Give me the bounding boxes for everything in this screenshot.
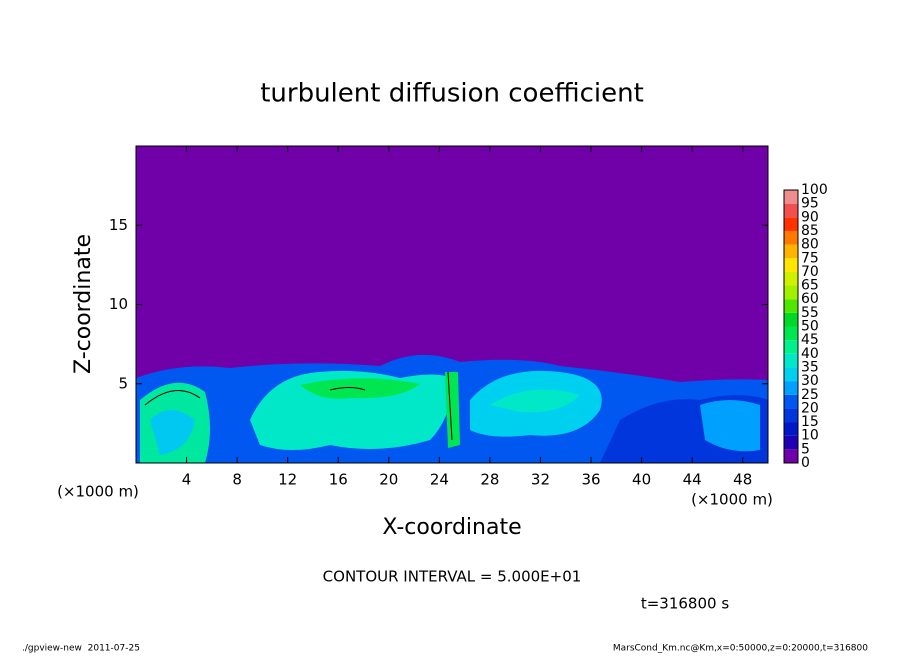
colorbar-segment: [784, 353, 798, 368]
x-tick-label: 16: [329, 471, 348, 489]
x-tick-label: 24: [430, 471, 449, 489]
colorbar-label: 50: [801, 319, 819, 335]
colorbar-label: 60: [801, 291, 819, 307]
footer-left: ./gpview-new 2011-07-25: [22, 644, 140, 654]
colorbar-segment: [784, 203, 798, 218]
colorbar-segment: [784, 340, 798, 354]
y-tick-label: 10: [109, 295, 128, 313]
colorbar-segment: [784, 394, 798, 409]
colorbar-segment: [784, 217, 798, 231]
colorbar-segment: [784, 285, 798, 300]
x-tick-label: 8: [232, 471, 242, 489]
colorbar-label: 55: [801, 305, 819, 321]
colorbar-label: 70: [801, 264, 819, 280]
colorbar-label: 40: [801, 346, 819, 362]
colorbar-label: 35: [801, 359, 819, 375]
chart-title: turbulent diffusion coefficient: [260, 79, 644, 109]
field: [136, 146, 768, 463]
colorbar-label: 95: [801, 196, 819, 212]
field-region: [150, 410, 195, 455]
x-tick-label: 44: [683, 471, 702, 489]
x-tick-label: 36: [581, 471, 600, 489]
contour-interval-note: CONTOUR INTERVAL = 5.000E+01: [323, 568, 582, 586]
colorbar-label: 80: [801, 237, 819, 253]
time-note: t=316800 s: [641, 595, 729, 613]
colorbar-segment: [784, 449, 798, 463]
colorbar-label: 15: [801, 414, 819, 430]
colorbar-label: 20: [801, 400, 819, 416]
colorbar-label: 30: [801, 373, 819, 389]
x-tick-label: 48: [733, 471, 752, 489]
colorbar-segment: [784, 244, 798, 259]
x-tick-label: 32: [531, 471, 550, 489]
colorbar-segment: [784, 326, 798, 341]
contour-line: [144, 389, 201, 406]
colorbar-segment: [784, 422, 798, 436]
y-tick-label: 15: [109, 216, 128, 234]
colorbar-label: 10: [801, 428, 819, 444]
colorbar-label: 90: [801, 209, 819, 225]
footer-right: MarsCond_Km.nc@Km,x=0:50000,z=0:20000,t=…: [613, 644, 868, 654]
colorbar-segment: [784, 435, 798, 450]
colorbar-label: 65: [801, 278, 819, 294]
colorbar-label: 0: [801, 455, 810, 471]
colorbar-label: 85: [801, 223, 819, 239]
field-region: [700, 400, 760, 452]
colorbar-frame: [783, 189, 799, 464]
colorbar-label: 75: [801, 250, 819, 266]
x-tick-label: 4: [182, 471, 192, 489]
colorbar-segment: [784, 408, 798, 423]
y-tick-label: 5: [118, 374, 128, 392]
colorbar-label: 100: [801, 182, 828, 198]
colorbar-segment: [784, 230, 798, 245]
colorbar-segment: [784, 190, 798, 204]
x-unit-label: (×1000 m): [57, 483, 139, 501]
field-region: [490, 389, 580, 413]
x-axis-label: X-coordinate: [382, 515, 521, 540]
colorbar-segment: [784, 381, 798, 395]
colorbar-segment: [784, 271, 798, 286]
x-tick-label: 40: [632, 471, 651, 489]
x-unit-label: (×1000 m): [691, 491, 773, 509]
colorbar-segment: [784, 367, 798, 382]
colorbar-label: 25: [801, 387, 819, 403]
x-tick-label: 12: [278, 471, 297, 489]
y-axis-label: Z-coordinate: [71, 234, 96, 374]
colorbar-segment: [784, 258, 798, 272]
contour-line: [447, 371, 453, 441]
colorbar-segment: [784, 299, 798, 313]
colorbar-label: 5: [801, 441, 810, 457]
x-tick-label: 28: [480, 471, 499, 489]
colorbar-label: 45: [801, 332, 819, 348]
contour-line: [329, 387, 366, 391]
colorbar-segment: [784, 312, 798, 327]
x-tick-label: 20: [379, 471, 398, 489]
